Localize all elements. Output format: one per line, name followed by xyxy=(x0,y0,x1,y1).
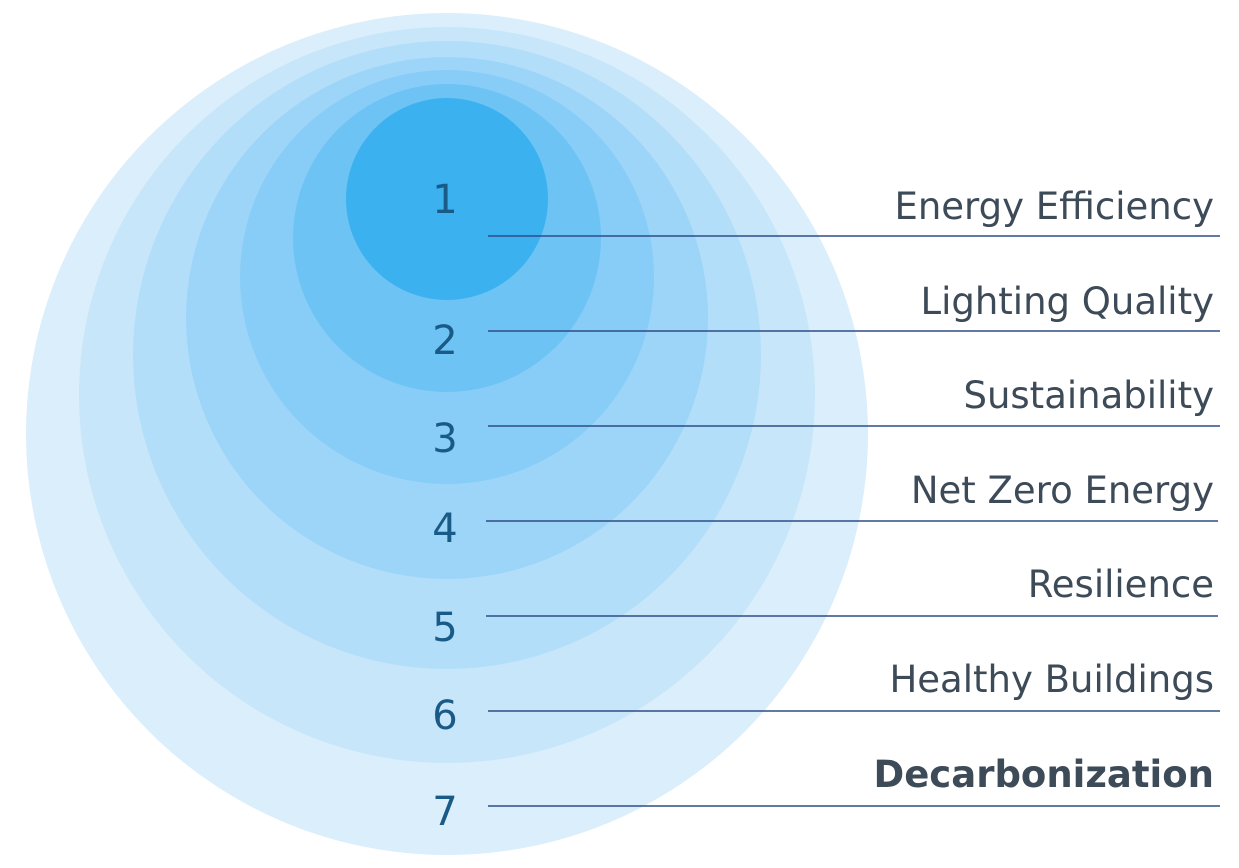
level-label-1: Energy Efficiency xyxy=(894,185,1214,228)
level-number-3: 3 xyxy=(432,416,457,462)
ring-1 xyxy=(346,98,548,300)
level-number-7: 7 xyxy=(432,789,457,835)
level-number-2: 2 xyxy=(432,318,457,364)
level-label-2: Lighting Quality xyxy=(920,280,1214,323)
level-number-6: 6 xyxy=(432,693,457,739)
level-label-6: Healthy Buildings xyxy=(889,658,1214,701)
level-label-4: Net Zero Energy xyxy=(911,469,1214,512)
level-label-5: Resilience xyxy=(1028,563,1214,606)
level-label-3: Sustainability xyxy=(963,374,1214,417)
level-number-1: 1 xyxy=(432,177,457,223)
level-number-5: 5 xyxy=(432,605,457,651)
level-label-7: Decarbonization xyxy=(873,753,1214,796)
level-number-4: 4 xyxy=(432,506,457,552)
